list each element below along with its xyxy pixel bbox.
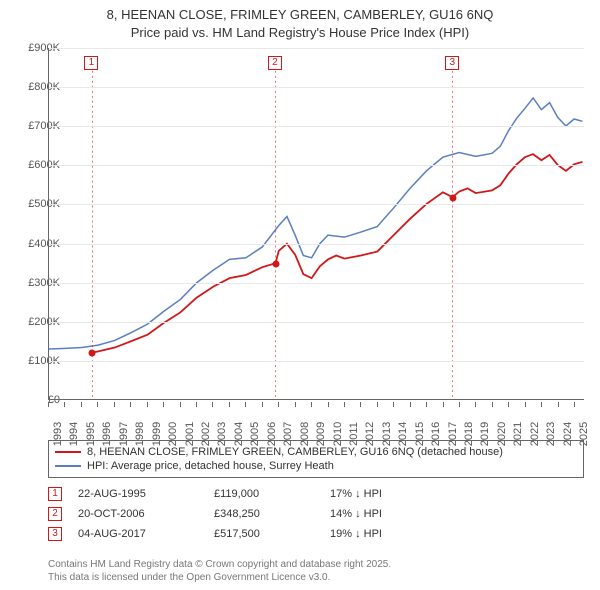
sales-row-index: 3: [48, 527, 62, 541]
gridline-h: [49, 87, 584, 88]
gridline-h: [49, 322, 584, 323]
x-tick: [459, 402, 460, 407]
attribution-line: Contains HM Land Registry data © Crown c…: [48, 558, 584, 571]
sales-row: 2 20-OCT-2006 £348,250 14% ↓ HPI: [48, 504, 584, 524]
sales-row-date: 20-OCT-2006: [78, 508, 198, 520]
sales-row-date: 22-AUG-1995: [78, 488, 198, 500]
chart-svg: [49, 48, 584, 399]
sale-dot: [272, 260, 279, 267]
x-axis-labels: 1993199419951996199719981999200020012002…: [48, 402, 584, 438]
attribution-line: This data is licensed under the Open Gov…: [48, 571, 584, 584]
title-block: 8, HEENAN CLOSE, FRIMLEY GREEN, CAMBERLE…: [0, 0, 600, 43]
legend-swatch: [55, 465, 81, 467]
sales-row-price: £517,500: [214, 528, 314, 540]
sale-number-box: 3: [445, 56, 459, 70]
sales-row-index: 1: [48, 487, 62, 501]
x-tick: [81, 402, 82, 407]
series-hpi: [49, 98, 582, 349]
x-tick: [180, 402, 181, 407]
x-tick: [525, 402, 526, 407]
gridline-h: [49, 126, 584, 127]
sale-number-box: 2: [268, 56, 282, 70]
legend-label: HPI: Average price, detached house, Surr…: [87, 460, 334, 472]
chart-container: 8, HEENAN CLOSE, FRIMLEY GREEN, CAMBERLE…: [0, 0, 600, 590]
attribution: Contains HM Land Registry data © Crown c…: [48, 558, 584, 584]
gridline-h: [49, 48, 584, 49]
sales-row: 3 04-AUG-2017 £517,500 19% ↓ HPI: [48, 524, 584, 544]
sale-dot: [89, 350, 96, 357]
sales-table: 1 22-AUG-1995 £119,000 17% ↓ HPI 2 20-OCT-200…: [48, 484, 584, 544]
x-tick: [48, 402, 49, 407]
x-tick: [212, 402, 213, 407]
x-tick: [295, 402, 296, 407]
sales-row-delta: 19% ↓ HPI: [330, 528, 430, 540]
x-tick: [574, 402, 575, 407]
x-tick: [163, 402, 164, 407]
gridline-h: [49, 244, 584, 245]
gridline-h: [49, 283, 584, 284]
x-tick: [377, 402, 378, 407]
sale-number-box: 1: [84, 56, 98, 70]
x-tick: [97, 402, 98, 407]
sale-dot: [450, 194, 457, 201]
x-tick: [245, 402, 246, 407]
x-tick: [393, 402, 394, 407]
x-tick: [360, 402, 361, 407]
x-tick: [443, 402, 444, 407]
gridline-h: [49, 165, 584, 166]
x-tick: [278, 402, 279, 407]
sales-row: 1 22-AUG-1995 £119,000 17% ↓ HPI: [48, 484, 584, 504]
sales-row-delta: 17% ↓ HPI: [330, 488, 430, 500]
x-tick: [262, 402, 263, 407]
title-subtitle: Price paid vs. HM Land Registry's House …: [0, 24, 600, 42]
legend-row: 8, HEENAN CLOSE, FRIMLEY GREEN, CAMBERLE…: [55, 445, 577, 459]
x-tick: [426, 402, 427, 407]
x-tick: [64, 402, 65, 407]
x-tick: [508, 402, 509, 407]
sales-row-delta: 14% ↓ HPI: [330, 508, 430, 520]
x-tick: [229, 402, 230, 407]
title-address: 8, HEENAN CLOSE, FRIMLEY GREEN, CAMBERLE…: [0, 6, 600, 24]
sales-row-price: £119,000: [214, 488, 314, 500]
x-tick: [492, 402, 493, 407]
sales-row-date: 04-AUG-2017: [78, 528, 198, 540]
gridline-h: [49, 204, 584, 205]
x-tick: [344, 402, 345, 407]
x-tick: [311, 402, 312, 407]
x-tick: [147, 402, 148, 407]
gridline-h: [49, 361, 584, 362]
legend-row: HPI: Average price, detached house, Surr…: [55, 459, 577, 473]
x-tick: [558, 402, 559, 407]
series-price_paid: [92, 154, 582, 353]
x-tick: [475, 402, 476, 407]
legend-swatch: [55, 451, 81, 453]
x-tick: [328, 402, 329, 407]
x-tick: [196, 402, 197, 407]
x-tick: [130, 402, 131, 407]
legend: 8, HEENAN CLOSE, FRIMLEY GREEN, CAMBERLE…: [48, 440, 584, 478]
sales-row-index: 2: [48, 507, 62, 521]
x-tick: [541, 402, 542, 407]
x-tick: [114, 402, 115, 407]
x-tick: [410, 402, 411, 407]
sales-row-price: £348,250: [214, 508, 314, 520]
chart-plot-area: [48, 48, 584, 400]
legend-label: 8, HEENAN CLOSE, FRIMLEY GREEN, CAMBERLE…: [87, 446, 503, 458]
